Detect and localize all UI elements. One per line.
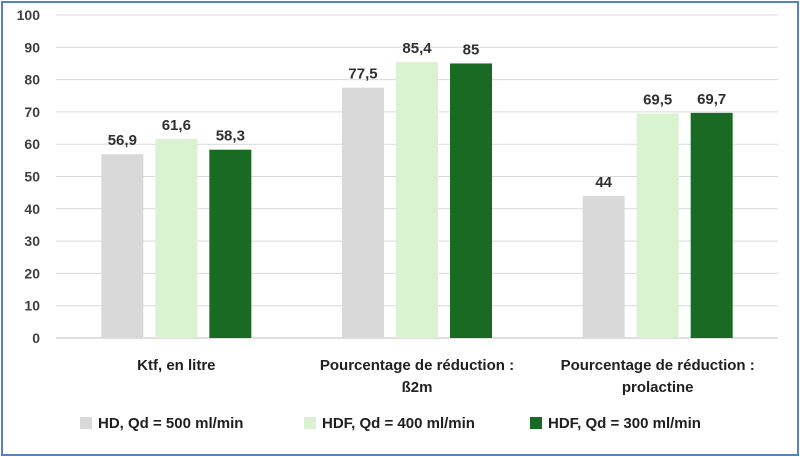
legend-swatch — [80, 417, 92, 429]
category-label: prolactine — [622, 379, 694, 396]
bar — [690, 112, 733, 338]
category-label: Pourcentage de réduction : — [561, 357, 755, 374]
y-tick-label: 60 — [24, 136, 40, 152]
data-label: 85 — [463, 41, 480, 58]
bar — [342, 87, 384, 338]
bar — [396, 62, 438, 339]
data-label: 61,6 — [162, 117, 191, 134]
category-label: Pourcentage de réduction : — [320, 357, 514, 374]
category-label: Ktf, en litre — [137, 357, 215, 374]
y-tick-label: 0 — [32, 330, 40, 346]
bar — [155, 139, 198, 338]
legend-label: HD, Qd = 500 ml/min — [98, 415, 243, 432]
legend-label: HDF, Qd = 300 ml/min — [548, 415, 701, 432]
data-label: 56,9 — [108, 132, 137, 149]
bar — [450, 63, 492, 338]
y-tick-label: 10 — [24, 298, 40, 314]
y-tick-label: 90 — [24, 39, 40, 55]
y-tick-label: 40 — [24, 201, 40, 217]
category-label: ß2m — [402, 379, 433, 396]
y-tick-label: 80 — [24, 72, 40, 88]
bar — [209, 149, 252, 338]
bar — [582, 195, 625, 338]
data-label: 58,3 — [216, 128, 245, 145]
data-label: 85,4 — [402, 40, 432, 57]
y-tick-label: 50 — [24, 169, 40, 185]
legend-swatch — [304, 417, 316, 429]
data-label: 44 — [595, 174, 612, 191]
data-label: 77,5 — [348, 66, 377, 83]
data-label: 69,5 — [643, 92, 672, 109]
legend-label: HDF, Qd = 400 ml/min — [322, 415, 475, 432]
data-label: 69,7 — [697, 91, 726, 108]
bar — [101, 154, 144, 338]
y-tick-label: 30 — [24, 233, 40, 249]
legend-swatch — [530, 417, 542, 429]
y-tick-label: 70 — [24, 104, 40, 120]
y-tick-label: 100 — [17, 7, 41, 23]
bar — [636, 113, 679, 338]
y-tick-label: 20 — [24, 265, 40, 281]
